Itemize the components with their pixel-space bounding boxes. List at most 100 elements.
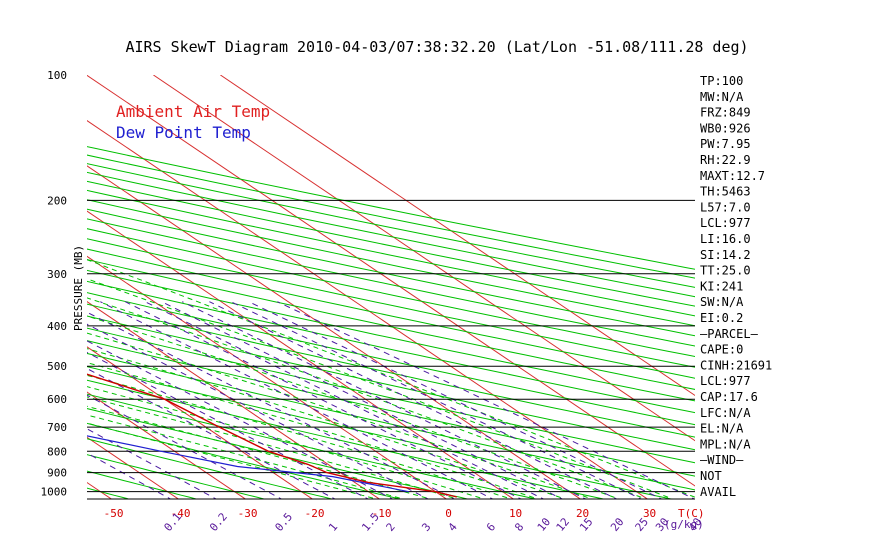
dry-adiabat-line — [87, 189, 695, 317]
index-item: LCL:977 — [700, 374, 751, 388]
dry-adiabat-line — [87, 470, 199, 499]
dry-adiabat-line — [87, 438, 335, 499]
pressure-tick-label: 1000 — [41, 486, 68, 499]
dry-adiabat-line — [87, 146, 695, 270]
moist-adiabat-line — [87, 362, 540, 499]
legend-ambient-air-temp: Ambient Air Temp — [116, 102, 270, 121]
mixing-ratio-line — [87, 311, 456, 499]
moist-adiabat-line — [87, 297, 648, 499]
mixing-ratio-line — [87, 323, 430, 499]
moist-adiabat-line — [87, 332, 594, 499]
mixing-ratio-tick-label: 20 — [608, 515, 626, 534]
isotherm-line — [0, 75, 47, 501]
dry-adiabat-line — [87, 163, 695, 288]
index-item: NOT — [700, 469, 722, 483]
mixing-ratio-line — [144, 301, 545, 499]
index-item: FRZ:849 — [700, 106, 751, 120]
pressure-tick-label: 500 — [47, 360, 67, 373]
dry-adiabat-line — [87, 292, 695, 426]
dry-adiabat-line — [87, 422, 403, 499]
mixing-ratio-tick-label: 0.5 — [272, 510, 295, 534]
mixing-ratio-tick-label: 6 — [484, 520, 498, 533]
index-item: CAPE:0 — [700, 343, 743, 357]
index-item: KI:241 — [700, 279, 743, 293]
dry-adiabat-line — [87, 154, 695, 279]
dry-adiabat-line — [87, 454, 267, 499]
bottom-temp-tick-label: 0 — [445, 507, 452, 520]
mixing-ratio-line — [125, 301, 523, 499]
mixing-ratio-line — [87, 394, 283, 499]
bottom-temp-tick-label: -40 — [171, 507, 191, 520]
dry-adiabat-line — [87, 408, 470, 499]
dry-adiabat-line — [87, 393, 538, 499]
pressure-tick-label: 400 — [47, 320, 67, 333]
index-item: L57:7.0 — [700, 200, 751, 214]
index-item: TH:5463 — [700, 185, 751, 199]
moist-adiabat-line — [87, 259, 695, 498]
index-item: —PARCEL— — [700, 327, 759, 341]
mixing-ratio-unit-label: (g/kg) — [664, 518, 704, 531]
mixing-ratio-line — [87, 428, 218, 499]
dry-adiabat-line — [87, 315, 695, 451]
isotherm-line — [87, 300, 381, 499]
pressure-tick-label: 600 — [47, 393, 67, 406]
mixing-ratio-tick-label: 2 — [384, 520, 398, 533]
dry-adiabat-line — [87, 303, 695, 438]
pressure-tick-label: 700 — [47, 421, 67, 434]
isotherm-line — [87, 391, 247, 499]
mixing-ratio-tick-label: 10 — [535, 515, 553, 534]
index-item: LI:16.0 — [700, 232, 751, 246]
dry-adiabat-line — [87, 180, 695, 307]
isotherm-line — [87, 255, 448, 499]
dry-adiabat-line — [87, 269, 695, 402]
y-axis-label: PRESSURE (MB) — [72, 245, 85, 331]
mixing-ratio-tick-label: 3 — [419, 520, 433, 533]
moist-adiabat-line — [87, 348, 567, 499]
index-item: SW:N/A — [700, 295, 744, 309]
mixing-ratio-tick-label: 12 — [554, 515, 572, 534]
bottom-temp-tick-label: 20 — [576, 507, 589, 520]
index-item: LFC:N/A — [700, 406, 751, 420]
index-item: CINH:21691 — [700, 358, 772, 372]
isotherm-line — [87, 165, 582, 499]
mixing-ratio-line — [161, 301, 564, 499]
dry-adiabat-line — [87, 280, 695, 414]
x-axis-label: T(C) — [678, 507, 705, 520]
chart-title: AIRS SkewT Diagram 2010-04-03/07:38:32.2… — [125, 38, 748, 56]
mixing-ratio-line — [182, 301, 587, 499]
isotherm-line — [87, 210, 515, 499]
mixing-ratio-line — [277, 301, 695, 499]
legend-dew-point-temp: Dew Point Temp — [116, 123, 251, 142]
isotherm-line — [153, 75, 695, 442]
index-item: PW:7.95 — [700, 137, 751, 151]
index-item: EL:N/A — [700, 422, 744, 436]
index-item: RH:22.9 — [700, 153, 751, 167]
moist-adiabat-line — [87, 278, 674, 499]
dry-adiabat-line — [87, 208, 695, 337]
index-item: WB0:926 — [700, 121, 751, 135]
index-item: —WIND— — [700, 453, 744, 467]
isotherm-line — [87, 481, 113, 499]
index-item: TT:25.0 — [700, 264, 751, 278]
mixing-ratio-tick-label: 1 — [326, 520, 340, 533]
mixing-ratio-line — [87, 351, 370, 499]
index-item: EI:0.2 — [700, 311, 743, 325]
mixing-ratio-tick-label: 8 — [512, 520, 526, 533]
mixing-ratio-line — [209, 301, 618, 499]
mixing-ratio-tick-label: 0.2 — [207, 510, 230, 534]
isotherm-line — [87, 75, 695, 487]
ambient-temp-line — [87, 373, 457, 498]
moist-adiabat-line — [87, 396, 459, 499]
moist-adiabat-line — [87, 405, 432, 499]
index-item: LCL:977 — [700, 216, 751, 230]
dry-adiabat-line — [87, 352, 695, 491]
bottom-temp-tick-label: -30 — [238, 507, 258, 520]
dew-point-line — [87, 435, 409, 493]
moist-adiabat-line — [87, 374, 513, 499]
mixing-ratio-tick-label: 4 — [446, 520, 460, 534]
dry-adiabat-line — [87, 379, 606, 499]
pressure-tick-label: 300 — [47, 268, 67, 281]
mixing-ratio-line — [87, 367, 336, 499]
pressure-tick-label: 900 — [47, 467, 67, 480]
